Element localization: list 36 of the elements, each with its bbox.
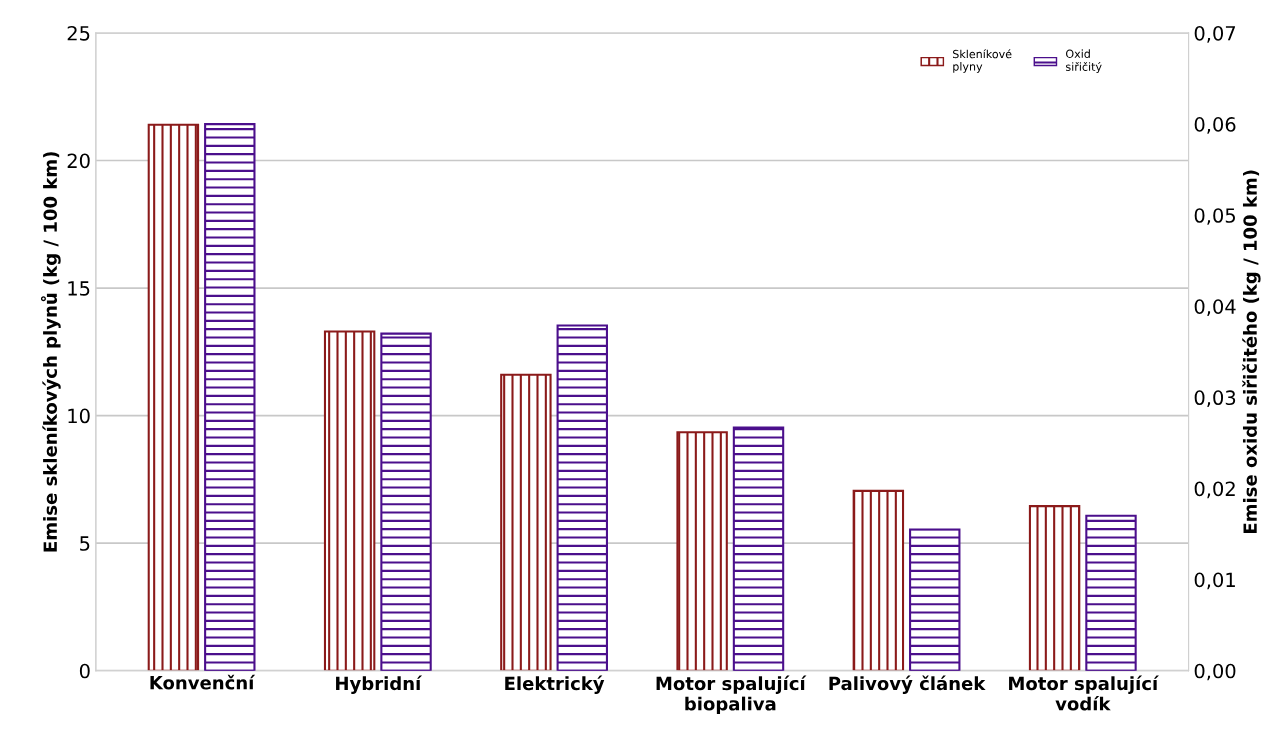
- y2-tick-label: 0,06: [1194, 117, 1236, 134]
- bar: [1028, 505, 1081, 671]
- y2-tick-label: 0,05: [1194, 208, 1235, 225]
- y2-tick-label: 0,07: [1194, 25, 1236, 43]
- bar: [852, 489, 905, 671]
- bar: [323, 330, 376, 671]
- bar: [1085, 514, 1137, 671]
- y2-tick-label: 0,03: [1194, 390, 1236, 408]
- x-tick-label: Palivový článek: [829, 675, 986, 694]
- bar: [556, 324, 608, 671]
- x-tick-label: Hybridní: [336, 675, 423, 694]
- legend-label: Oxid siřičitý: [1066, 49, 1102, 74]
- y-axis-title: Emise skleníkových plynů (kg / 100 km): [40, 152, 61, 552]
- x-tick-label: Motor spalující biopaliva: [656, 675, 807, 715]
- bar: [147, 123, 200, 671]
- x-tick-label: Motor spalující vodík: [1009, 675, 1159, 711]
- y2-tick-label: 0,02: [1194, 481, 1235, 499]
- bar: [909, 528, 961, 671]
- y-tick-label: 0: [79, 663, 90, 679]
- y2-tick-label: 0,01: [1194, 572, 1235, 590]
- y-tick-label: 15: [68, 281, 90, 296]
- bar: [380, 332, 432, 671]
- bar: [204, 123, 256, 671]
- y-tick-label: 20: [67, 153, 90, 169]
- y-tick-label: 5: [80, 536, 90, 551]
- bar: [732, 426, 785, 671]
- y-tick-label: 25: [67, 25, 90, 41]
- y2-axis-title: Emise oxidu siřičitého (kg / 100 km): [1242, 170, 1261, 534]
- y2-tick-label: 0,04: [1194, 299, 1236, 316]
- legend-label: Skleníkové plyny: [953, 49, 1012, 73]
- y2-tick-label: 0,00: [1194, 663, 1236, 681]
- bar: [500, 373, 552, 671]
- bar: [676, 431, 728, 671]
- x-tick-label: Konvenční: [150, 674, 256, 690]
- x-tick-label: Elektrický: [505, 675, 605, 694]
- y-tick-label: 10: [68, 408, 90, 424]
